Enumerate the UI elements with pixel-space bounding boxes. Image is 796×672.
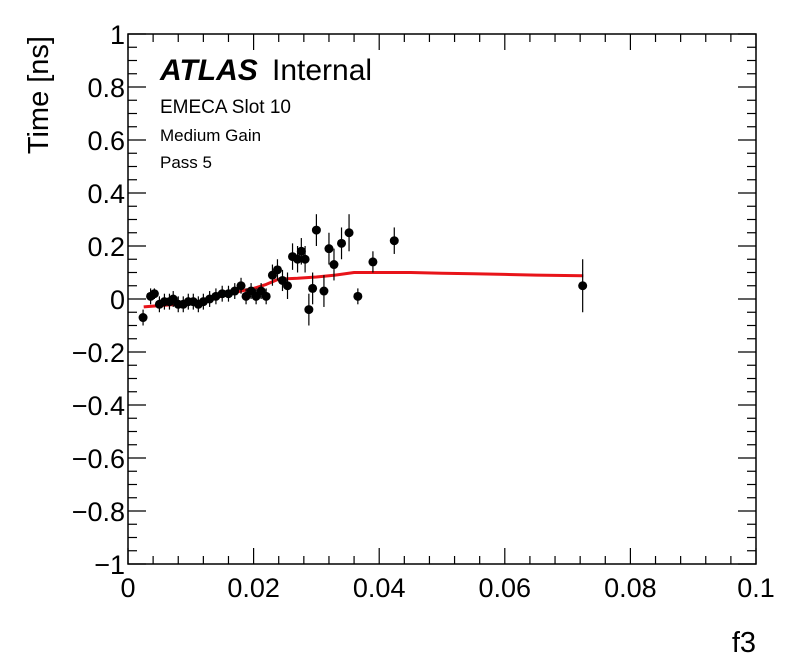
data-point [324, 232, 334, 265]
point-marker [149, 289, 159, 299]
annotation-slot: EMECA Slot 10 [160, 97, 291, 118]
annotation-gain: Medium Gain [160, 126, 261, 145]
data-point [236, 277, 246, 294]
data-point [283, 272, 293, 299]
data-point [578, 259, 588, 313]
data-point [344, 214, 354, 252]
y-tick-label: 1 [110, 20, 125, 50]
x-tick-label: 0.04 [353, 573, 406, 603]
point-marker [578, 281, 588, 291]
point-marker [337, 238, 347, 248]
data-point [304, 293, 314, 326]
point-marker [353, 291, 363, 301]
x-tick-label: 0.08 [604, 573, 657, 603]
data-point [217, 285, 227, 302]
point-marker [300, 254, 310, 264]
data-point [138, 309, 148, 326]
plot-frame [127, 33, 757, 565]
point-marker [329, 260, 339, 270]
point-marker [283, 281, 293, 291]
data-point [337, 227, 347, 260]
data-point [311, 214, 321, 246]
data-point [149, 288, 159, 299]
y-tick-label: −0.8 [72, 497, 125, 527]
x-tick-label: 0.06 [479, 573, 532, 603]
tick-labels: 0 0.02 0.04 0.06 0.08 0.1 −1 −0.8 −0.6 −0.4 −0.2 0 0… [72, 20, 775, 603]
point-marker [293, 254, 303, 264]
point-marker [230, 286, 240, 296]
x-tick-label: 0.1 [737, 573, 775, 603]
y-tick-label: −0.4 [72, 391, 125, 421]
y-tick-label: 0 [110, 285, 125, 315]
data-point [329, 248, 339, 281]
data-point [308, 272, 318, 305]
internal-label: Internal [272, 54, 372, 87]
point-marker [217, 289, 227, 299]
x-axis-title: f3 [732, 627, 756, 659]
point-marker [344, 228, 354, 238]
annotation-pass: Pass 5 [160, 153, 212, 172]
y-tick-label: 0.2 [87, 232, 125, 262]
point-marker [324, 244, 334, 254]
y-tick-label: −0.2 [72, 338, 125, 368]
point-marker [272, 265, 282, 275]
data-point [272, 259, 282, 281]
point-marker [319, 286, 329, 296]
data-point [353, 288, 363, 305]
data-point [261, 288, 271, 305]
x-tick-label: 0.02 [227, 573, 280, 603]
data-point [319, 275, 329, 307]
point-marker [296, 246, 306, 256]
atlas-label: ATLAS [159, 54, 258, 87]
point-marker [311, 225, 321, 235]
point-marker [236, 281, 246, 291]
data-point [368, 251, 378, 273]
y-axis-title: Time [ns] [23, 36, 55, 154]
point-marker [304, 305, 314, 315]
y-tick-label: −1 [94, 550, 125, 580]
data-point [300, 246, 310, 273]
data-point [389, 227, 399, 254]
y-tick-label: −0.6 [72, 444, 125, 474]
point-marker [389, 236, 399, 246]
point-marker [261, 291, 271, 301]
y-tick-label: 0.8 [87, 73, 125, 103]
y-tick-label: 0.6 [87, 126, 125, 156]
point-marker [138, 313, 148, 323]
x-tick-label: 0 [120, 573, 135, 603]
data-points-layer [138, 214, 588, 326]
point-marker [368, 257, 378, 267]
data-point [230, 283, 240, 299]
point-marker [308, 283, 318, 293]
y-tick-label: 0.4 [87, 179, 125, 209]
